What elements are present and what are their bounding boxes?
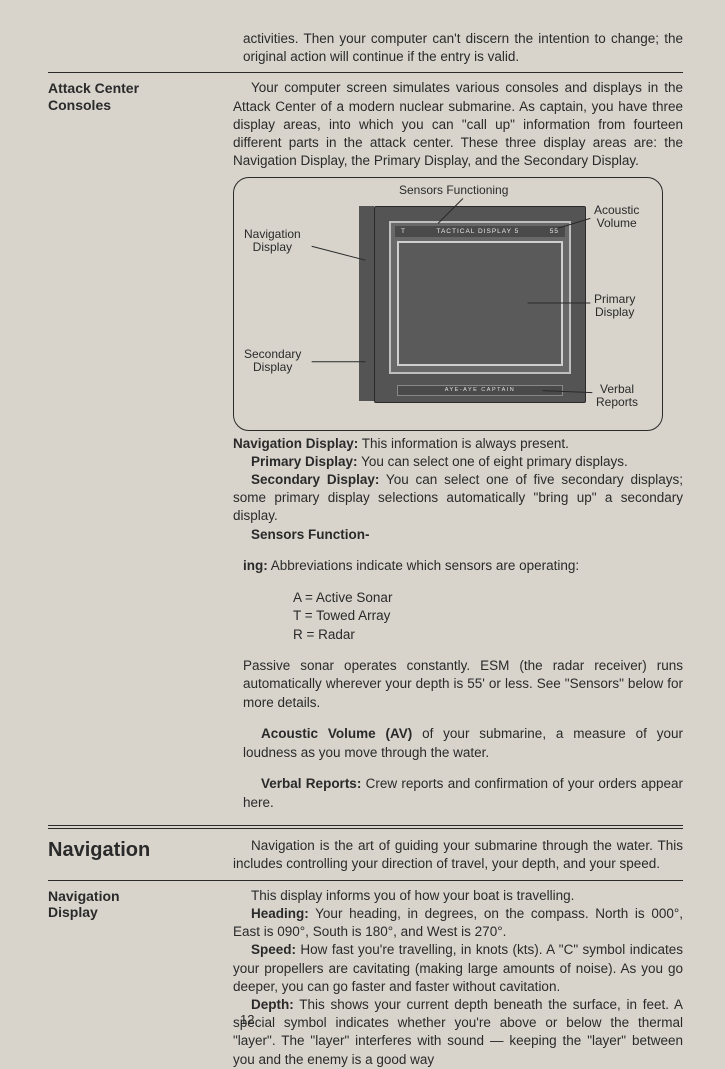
abbrev-t: T = Towed Array [293,607,683,625]
monitor: T TACTICAL DISPLAY 5 55 AYE-AYE CAPTAIN [374,206,586,403]
divider [48,72,683,73]
left-strip [359,206,374,401]
label-sensors: Sensors Functioning [399,184,508,197]
divider-double [48,825,683,829]
screen-bottombar: AYE-AYE CAPTAIN [397,385,563,396]
sensors-desc-cont: ing: Abbreviations indicate which sensor… [243,557,683,575]
nav-display-intro: This display informs you of how your boa… [233,887,683,905]
topbar-center: TACTICAL DISPLAY 5 [436,226,519,237]
diagram-container: T TACTICAL DISPLAY 5 55 AYE-AYE CAPTAIN … [233,177,663,431]
navigation-section: Navigation Navigation is the art of guid… [48,837,683,873]
divider [48,880,683,881]
label-verbal: Verbal Reports [596,383,638,409]
intro-paragraph: activities. Then your computer can't dis… [243,30,683,66]
screen-area [397,241,563,366]
topbar-right: 55 [550,226,559,237]
navigation-heading: Navigation [48,837,233,862]
label-nav: Navigation Display [244,228,301,254]
attack-center-section: Attack CenterConsoles Your computer scre… [48,79,683,543]
abbrev-r: R = Radar [293,626,683,644]
passive-sonar-text: Passive sonar operates constantly. ESM (… [243,657,683,712]
label-acoustic: Acoustic Volume [594,204,639,230]
sensors-desc-start: Sensors Function- [233,526,683,544]
console-diagram: T TACTICAL DISPLAY 5 55 AYE-AYE CAPTAIN … [233,177,663,431]
nav-display-heading: NavigationDisplay [48,887,233,922]
speed-desc: Speed: How fast you're travelling, in kn… [233,941,683,996]
topbar-left: T [401,226,406,237]
bezel: T TACTICAL DISPLAY 5 55 [389,221,571,374]
page-number: 12 [240,1012,254,1027]
navigation-text: Navigation is the art of guiding your su… [233,837,683,873]
attack-heading: Attack CenterConsoles [48,79,233,114]
depth-desc: Depth: This shows your current depth ben… [233,996,683,1069]
secondary-display-desc: Secondary Display: You can select one of… [233,471,683,526]
label-secondary: Secondary Display [244,348,301,374]
abbrev-a: A = Active Sonar [293,589,683,607]
verbal-reports-desc: Verbal Reports: Crew reports and confirm… [243,775,683,811]
nav-display-section: NavigationDisplay This display informs y… [48,887,683,1069]
primary-display-desc: Primary Display: You can select one of e… [233,453,683,471]
screen-topbar: T TACTICAL DISPLAY 5 55 [395,226,565,237]
label-primary: Primary Display [594,293,635,319]
acoustic-volume-desc: Acoustic Volume (AV) of your submarine, … [243,725,683,761]
attack-para1: Your computer screen simulates various c… [233,79,683,170]
heading-desc: Heading: Your heading, in degrees, on th… [233,905,683,941]
